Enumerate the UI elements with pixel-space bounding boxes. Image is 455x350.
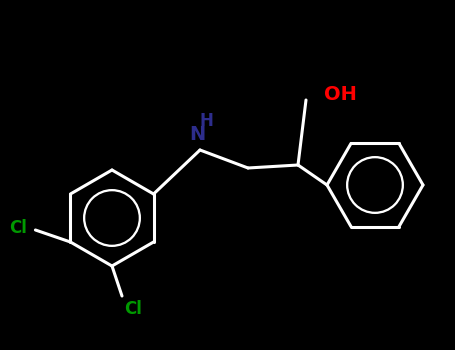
Text: N: N [189,125,205,144]
Text: OH: OH [324,84,357,104]
Text: Cl: Cl [10,219,27,237]
Text: H: H [199,112,213,130]
Text: Cl: Cl [124,300,142,318]
